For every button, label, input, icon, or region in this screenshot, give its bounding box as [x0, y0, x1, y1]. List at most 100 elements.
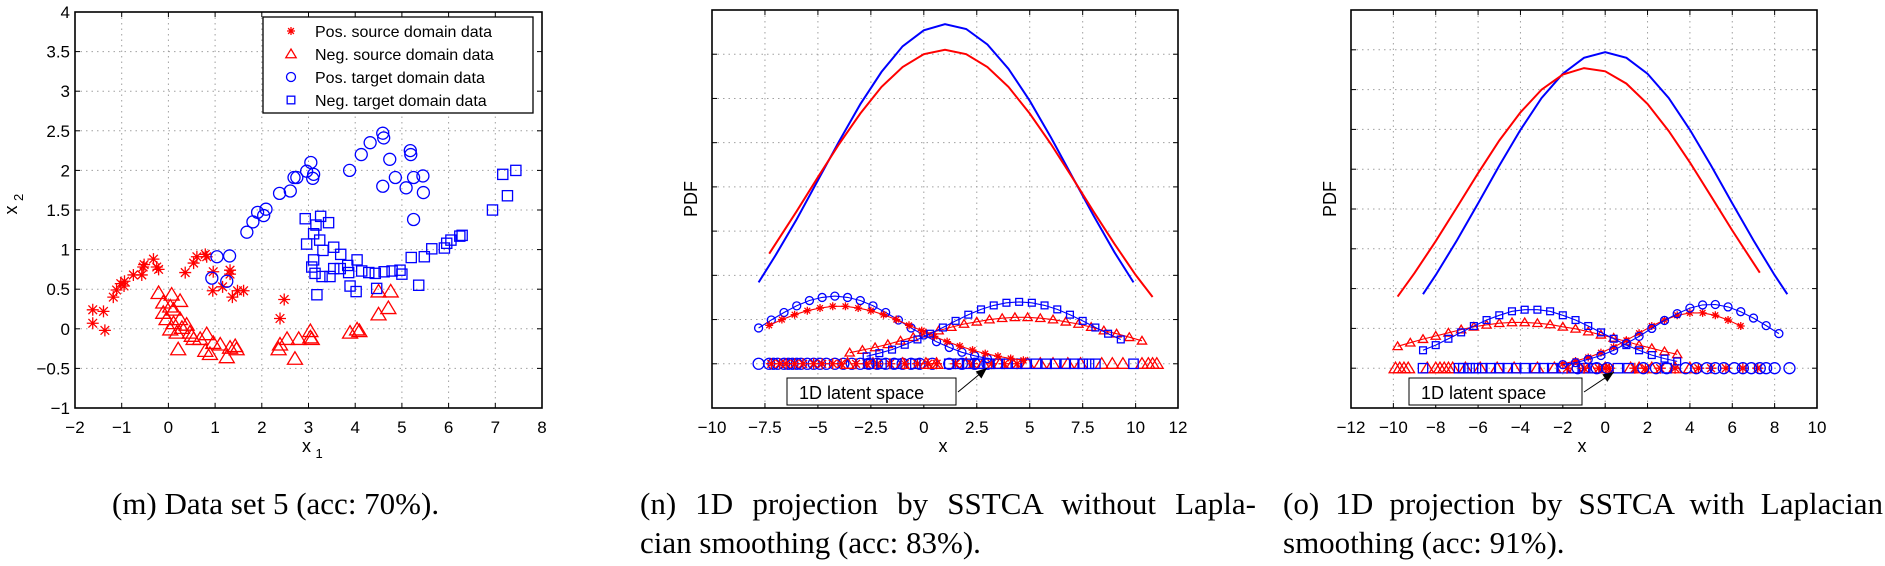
- latent-point-star: [797, 358, 809, 370]
- curve-marker-triangle: [983, 313, 996, 324]
- curve-marker-star: [777, 315, 786, 324]
- curve-dot-blue: [757, 23, 1135, 283]
- legend-marker-circle: [285, 71, 297, 83]
- caption-m: (m) Data set 5 (acc: 70%).: [112, 486, 440, 521]
- y-tick-label: 3: [61, 82, 70, 101]
- curve-marker-triangle: [1429, 330, 1442, 340]
- subplot-2: −10 −7.5 −5 −2.5 0 2.5 5 7.5 10 12 x PDF 1D latent s…: [681, 9, 1187, 456]
- latent-point-square: [1464, 362, 1475, 374]
- curve-marker-star: [1673, 311, 1682, 320]
- curve-marker-triangle: [894, 335, 907, 345]
- curve-marker-triangle: [1506, 316, 1518, 327]
- curve-marker-circle: [1609, 345, 1619, 355]
- curve-marker-square: [1040, 301, 1049, 310]
- latent-points-star: [1561, 362, 1764, 374]
- data-point-circle: [354, 147, 368, 162]
- data-point-star: [110, 283, 123, 296]
- curve-marker-star: [1647, 322, 1656, 331]
- curve-marker-square: [1469, 321, 1478, 331]
- latent-point-star: [1752, 362, 1764, 374]
- latent-point-triangle: [840, 356, 856, 369]
- curve-marker-circle: [1748, 313, 1759, 323]
- curve-marker-triangle: [996, 312, 1008, 323]
- data-point-star: [231, 284, 244, 297]
- latent-point-square: [962, 358, 974, 370]
- data-point-triangle: [379, 299, 398, 315]
- data-point-triangle: [269, 340, 288, 356]
- curve-marker-square: [1520, 305, 1529, 314]
- x-tick-label: 7.5: [1071, 418, 1095, 437]
- curve-marker-square: [1002, 298, 1011, 307]
- legend-marker-triangle: [284, 47, 298, 59]
- data-point-star: [274, 312, 287, 325]
- y-tick-label: −0.5: [36, 359, 70, 378]
- x-tick-label: 5: [1025, 418, 1034, 437]
- latent-point-square: [890, 358, 902, 370]
- curve-marker-star: [866, 306, 875, 315]
- latent-point-triangle: [1400, 360, 1416, 374]
- data-point-circle: [272, 186, 287, 201]
- x-tick-label: −2: [1553, 418, 1572, 437]
- legend-label: Pos. target domain data: [315, 70, 485, 87]
- data-point-circle: [399, 181, 413, 195]
- latent-point-triangle: [895, 356, 911, 369]
- curve-marker-square: [1584, 321, 1593, 331]
- y-tick-label: 2.5: [46, 122, 70, 141]
- curve-marker-triangle: [1034, 312, 1047, 323]
- latent-point-circle: [1728, 362, 1741, 375]
- x-axis-label: x: [302, 436, 311, 456]
- curve-triangle-red: [1391, 316, 1683, 359]
- latent-point-star: [774, 358, 786, 370]
- data-point-circle: [376, 179, 390, 193]
- latent-point-square: [1083, 358, 1095, 370]
- latent-point-square: [910, 358, 921, 370]
- curve-dot-red: [768, 48, 1154, 298]
- latent-point-square: [1417, 362, 1429, 374]
- data-point-star: [200, 250, 213, 263]
- curve-marker-circle: [779, 307, 789, 318]
- arrowhead-icon: [975, 368, 987, 379]
- curve-marker-star: [816, 304, 825, 313]
- data-point-star: [135, 268, 148, 281]
- data-point-square: [486, 204, 499, 216]
- y-tick-label: 0.5: [46, 280, 70, 299]
- latent-point-star: [911, 358, 923, 370]
- subplot-3: −12 −10 −8 −6 −4 −2 0 2 4 6 8 10 x PDF 1D latent space: [1320, 9, 1826, 456]
- curve-marker-star: [854, 304, 863, 313]
- curve-marker-star: [1635, 329, 1644, 338]
- latent-point-square: [1546, 362, 1558, 374]
- x-tick-label: 6: [444, 418, 453, 437]
- curve-marker-square: [1015, 297, 1024, 306]
- curve-line: [758, 295, 988, 360]
- latent-point-star: [1578, 362, 1590, 374]
- curve-marker-star: [790, 310, 799, 319]
- curve-marker-square: [1078, 316, 1087, 325]
- latent-point-square: [1060, 358, 1072, 370]
- curve-marker-circle: [842, 292, 853, 303]
- data-point-star: [107, 291, 120, 304]
- latent-point-square: [973, 358, 985, 370]
- latent-point-star: [1705, 362, 1717, 374]
- data-point-triangle: [226, 337, 244, 353]
- latent-point-square: [1519, 362, 1531, 374]
- latent-point-square: [1049, 358, 1061, 370]
- curve-marker-triangle: [1391, 340, 1404, 351]
- data-point-square: [324, 270, 336, 283]
- curve-marker-triangle: [958, 318, 970, 328]
- x-tick-label: 8: [537, 418, 546, 437]
- curve-marker-circle: [1710, 299, 1720, 310]
- curve-marker-star: [892, 315, 901, 324]
- data-point-triangle: [171, 292, 189, 308]
- curve-marker-circle: [753, 323, 764, 333]
- data-point-circle: [416, 185, 431, 200]
- data-point-star: [179, 266, 192, 279]
- latent-point-square: [1030, 358, 1042, 370]
- data-point-square: [369, 267, 382, 280]
- latent-point-circle: [1709, 362, 1722, 375]
- data-point-square: [327, 262, 340, 275]
- curve-marker-star: [955, 342, 964, 351]
- latent-point-star: [816, 358, 828, 370]
- data-point-star: [206, 284, 219, 297]
- curve-marker-square: [1482, 315, 1491, 325]
- curve-marker-square: [1104, 329, 1113, 338]
